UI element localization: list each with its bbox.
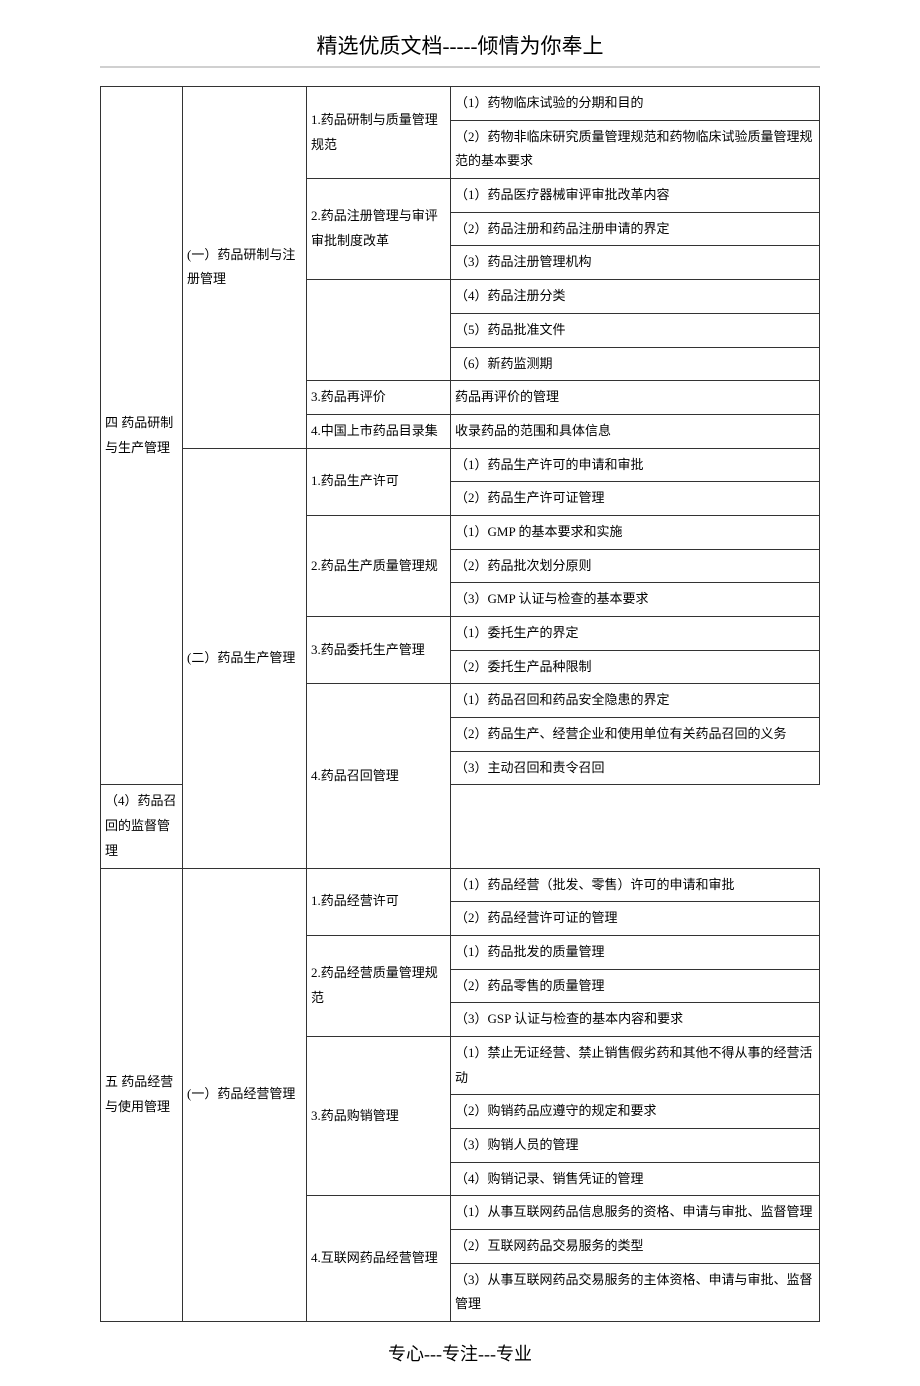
table-cell: 2.药品经营质量管理规范 [307,935,451,1036]
table-cell: （4）药品召回的监督管理 [101,785,183,868]
table-cell: （4）购销记录、销售凭证的管理 [451,1162,820,1196]
table-cell: （3）从事互联网药品交易服务的主体资格、申请与审批、监督管理 [451,1263,820,1321]
table-row: 五 药品经营与使用管理(一）药品经营管理1.药品经营许可（1）药品经营（批发、零… [101,868,820,902]
table-cell: （3）主动召回和责令召回 [451,751,820,785]
table-cell: （2）药品生产许可证管理 [451,482,820,516]
table-cell: 4.药品召回管理 [307,684,451,868]
table-row: 四 药品研制与生产管理(一）药品研制与注册管理1.药品研制与质量管理规范（1）药… [101,87,820,121]
table-cell: （1）药品批发的质量管理 [451,935,820,969]
table-cell: 3.药品委托生产管理 [307,617,451,684]
header-divider [100,66,820,68]
table-cell: （1）药品经营（批发、零售）许可的申请和审批 [451,868,820,902]
table-cell: （1）禁止无证经营、禁止销售假劣药和其他不得从事的经营活动 [451,1036,820,1094]
table-cell: (一）药品研制与注册管理 [183,87,307,449]
table-cell: （2）购销药品应遵守的规定和要求 [451,1095,820,1129]
table-cell: 1.药品经营许可 [307,868,451,935]
table-cell: （2）药品生产、经营企业和使用单位有关药品召回的义务 [451,718,820,752]
table-cell: （5）药品批准文件 [451,313,820,347]
table-cell: （1）从事互联网药品信息服务的资格、申请与审批、监督管理 [451,1196,820,1230]
table-cell: （3）GMP 认证与检查的基本要求 [451,583,820,617]
table-cell: 1.药品研制与质量管理规范 [307,87,451,179]
table-cell [307,280,451,381]
table-cell: （1）药品召回和药品安全隐患的界定 [451,684,820,718]
table-cell: （2）药品经营许可证的管理 [451,902,820,936]
table-cell: 2.药品生产质量管理规 [307,515,451,616]
table-cell: （1）药品医疗器械审评审批改革内容 [451,179,820,213]
table-cell: （2）委托生产品种限制 [451,650,820,684]
table-cell: 4.中国上市药品目录集 [307,414,451,448]
table-cell: 收录药品的范围和具体信息 [451,414,820,448]
table-cell: （1）GMP 的基本要求和实施 [451,515,820,549]
table-cell: （3）药品注册管理机构 [451,246,820,280]
table-cell: 2.药品注册管理与审评审批制度改革 [307,179,451,280]
table-cell: （1）委托生产的界定 [451,617,820,651]
table-cell: 四 药品研制与生产管理 [101,87,183,785]
table-cell: （2）互联网药品交易服务的类型 [451,1230,820,1264]
table-cell: (二）药品生产管理 [183,448,307,868]
table-cell: （2）药物非临床研究质量管理规范和药物临床试验质量管理规范的基本要求 [451,120,820,178]
page-footer: 专心---专注---专业 [100,1340,820,1366]
table-cell: 3.药品购销管理 [307,1036,451,1195]
table-cell: 五 药品经营与使用管理 [101,868,183,1322]
table-cell: （1）药品生产许可的申请和审批 [451,448,820,482]
table-cell: 4.互联网药品经营管理 [307,1196,451,1322]
syllabus-table: 四 药品研制与生产管理(一）药品研制与注册管理1.药品研制与质量管理规范（1）药… [100,86,820,1322]
table-cell: （2）药品批次划分原则 [451,549,820,583]
page-header: 精选优质文档-----倾情为你奉上 [100,30,820,60]
table-cell: （3）购销人员的管理 [451,1129,820,1163]
table-cell: （2）药品注册和药品注册申请的界定 [451,212,820,246]
table-cell: 1.药品生产许可 [307,448,451,515]
table-cell: （2）药品零售的质量管理 [451,969,820,1003]
table-cell: (一）药品经营管理 [183,868,307,1322]
table-cell: 药品再评价的管理 [451,381,820,415]
table-cell: （4）药品注册分类 [451,280,820,314]
table-cell: （1）药物临床试验的分期和目的 [451,87,820,121]
table-cell: 3.药品再评价 [307,381,451,415]
table-cell: （3）GSP 认证与检查的基本内容和要求 [451,1003,820,1037]
table-row: (二）药品生产管理1.药品生产许可（1）药品生产许可的申请和审批 [101,448,820,482]
table-cell: （6）新药监测期 [451,347,820,381]
